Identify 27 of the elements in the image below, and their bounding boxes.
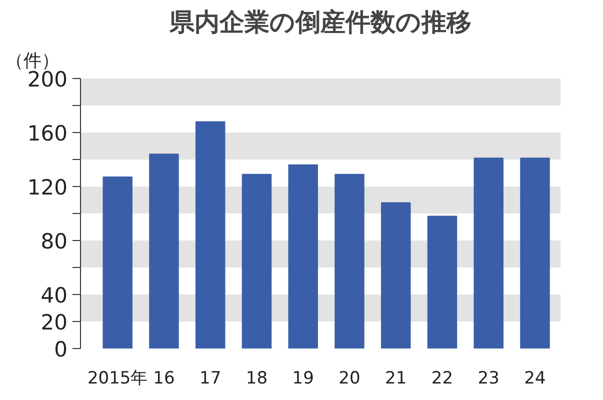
x-tick-label: 19 <box>292 368 314 388</box>
bar <box>520 158 550 348</box>
y-tick-label: 160 <box>27 122 68 146</box>
x-tick-label: 22 <box>431 368 454 388</box>
bar <box>102 176 132 348</box>
y-tick-label: 20 <box>40 310 68 334</box>
x-tick-label: 18 <box>246 368 268 388</box>
x-tick-label: 17 <box>200 368 222 388</box>
x-tick-label: 24 <box>524 368 546 388</box>
x-tick-label: 16 <box>153 368 175 388</box>
x-tick-label: 21 <box>385 368 407 388</box>
bar <box>380 202 411 348</box>
bar <box>195 121 226 348</box>
bar <box>242 174 272 348</box>
y-tick-label: 80 <box>40 230 68 254</box>
y-tick-label: 40 <box>40 284 68 308</box>
x-tick-label: 20 <box>338 368 360 388</box>
bar <box>427 216 458 348</box>
chart-title: 県内企業の倒産件数の推移 <box>168 8 472 36</box>
x-tick-label: 23 <box>478 368 500 388</box>
y-tick-label: 0 <box>54 338 68 362</box>
y-tick-label: 120 <box>27 176 68 200</box>
bar <box>149 154 179 348</box>
bar <box>288 164 318 348</box>
x-tick-label: 2015年 <box>87 368 148 388</box>
bar <box>334 174 364 348</box>
bar <box>474 158 504 348</box>
